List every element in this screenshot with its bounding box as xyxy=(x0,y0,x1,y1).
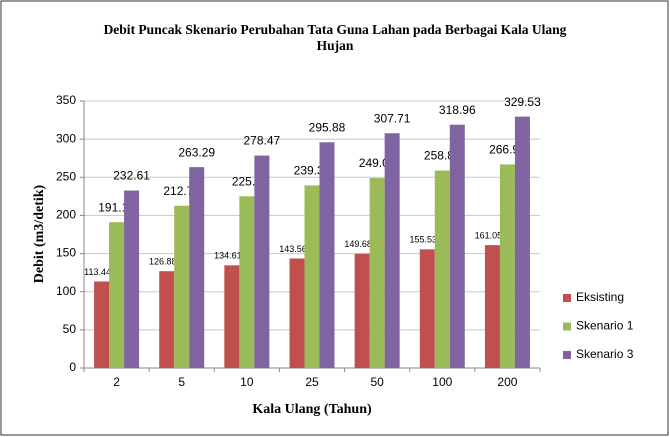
x-tick-label: 100 xyxy=(432,375,452,389)
chart-title: Debit Puncak Skenario Perubahan Tata Gun… xyxy=(103,22,567,53)
y-axis-label: Debit (m3/detik) xyxy=(32,184,47,283)
bar xyxy=(354,253,370,368)
data-label: 263.29 xyxy=(178,145,215,159)
bar xyxy=(434,170,450,368)
bar xyxy=(449,124,465,369)
data-label: 134.61 xyxy=(214,251,242,261)
y-tick-label: 50 xyxy=(63,322,77,336)
x-axis-label: Kala Ulang (Tahun) xyxy=(252,402,372,417)
data-label: 295.88 xyxy=(309,120,346,134)
bar xyxy=(94,281,110,368)
data-label: 278.47 xyxy=(244,134,281,148)
y-tick-label: 250 xyxy=(56,169,76,183)
x-tick-label: 50 xyxy=(370,375,384,389)
y-tick-label: 350 xyxy=(56,93,76,107)
y-tick-label: 100 xyxy=(56,284,76,298)
data-label: 318.96 xyxy=(439,103,476,117)
bar xyxy=(174,205,190,368)
y-tick-label: 200 xyxy=(56,208,76,222)
y-tick-label: 150 xyxy=(56,246,76,260)
bar xyxy=(224,265,240,368)
bar xyxy=(289,258,305,368)
bar xyxy=(384,133,400,368)
legend-label: Skenario 1 xyxy=(576,319,634,333)
data-label: 143.56 xyxy=(279,244,307,254)
data-label: 126.88 xyxy=(149,257,177,267)
bar xyxy=(499,164,515,368)
bar xyxy=(484,245,500,368)
bar xyxy=(239,196,255,368)
data-label: 149.68 xyxy=(344,239,372,249)
legend-label: Eksisting xyxy=(576,290,624,304)
y-tick-label: 300 xyxy=(56,131,76,145)
data-label: 329.53 xyxy=(504,95,541,109)
bar xyxy=(514,116,530,368)
bar xyxy=(304,185,320,368)
x-tick-label: 200 xyxy=(497,375,517,389)
bar xyxy=(189,167,205,368)
y-tick-label: 0 xyxy=(69,360,76,374)
data-label: 155.53 xyxy=(410,235,438,245)
bar xyxy=(109,222,125,368)
legend-label: Skenario 3 xyxy=(576,347,634,361)
data-label: 161.05 xyxy=(475,231,503,241)
bar xyxy=(254,155,270,368)
bar xyxy=(319,142,335,368)
x-tick-label: 25 xyxy=(305,375,319,389)
legend-swatch xyxy=(563,322,571,331)
bar xyxy=(124,190,140,368)
bar xyxy=(419,249,435,368)
legend-swatch xyxy=(563,351,571,359)
data-label: 113.44 xyxy=(84,267,111,277)
x-tick-label: 10 xyxy=(240,375,254,389)
data-label: 307.71 xyxy=(374,111,411,125)
legend-swatch xyxy=(563,294,571,302)
x-tick-label: 2 xyxy=(113,375,120,389)
bar xyxy=(369,178,385,368)
data-label: 232.61 xyxy=(113,169,150,183)
x-tick-label: 5 xyxy=(178,375,185,389)
bar xyxy=(159,271,175,368)
